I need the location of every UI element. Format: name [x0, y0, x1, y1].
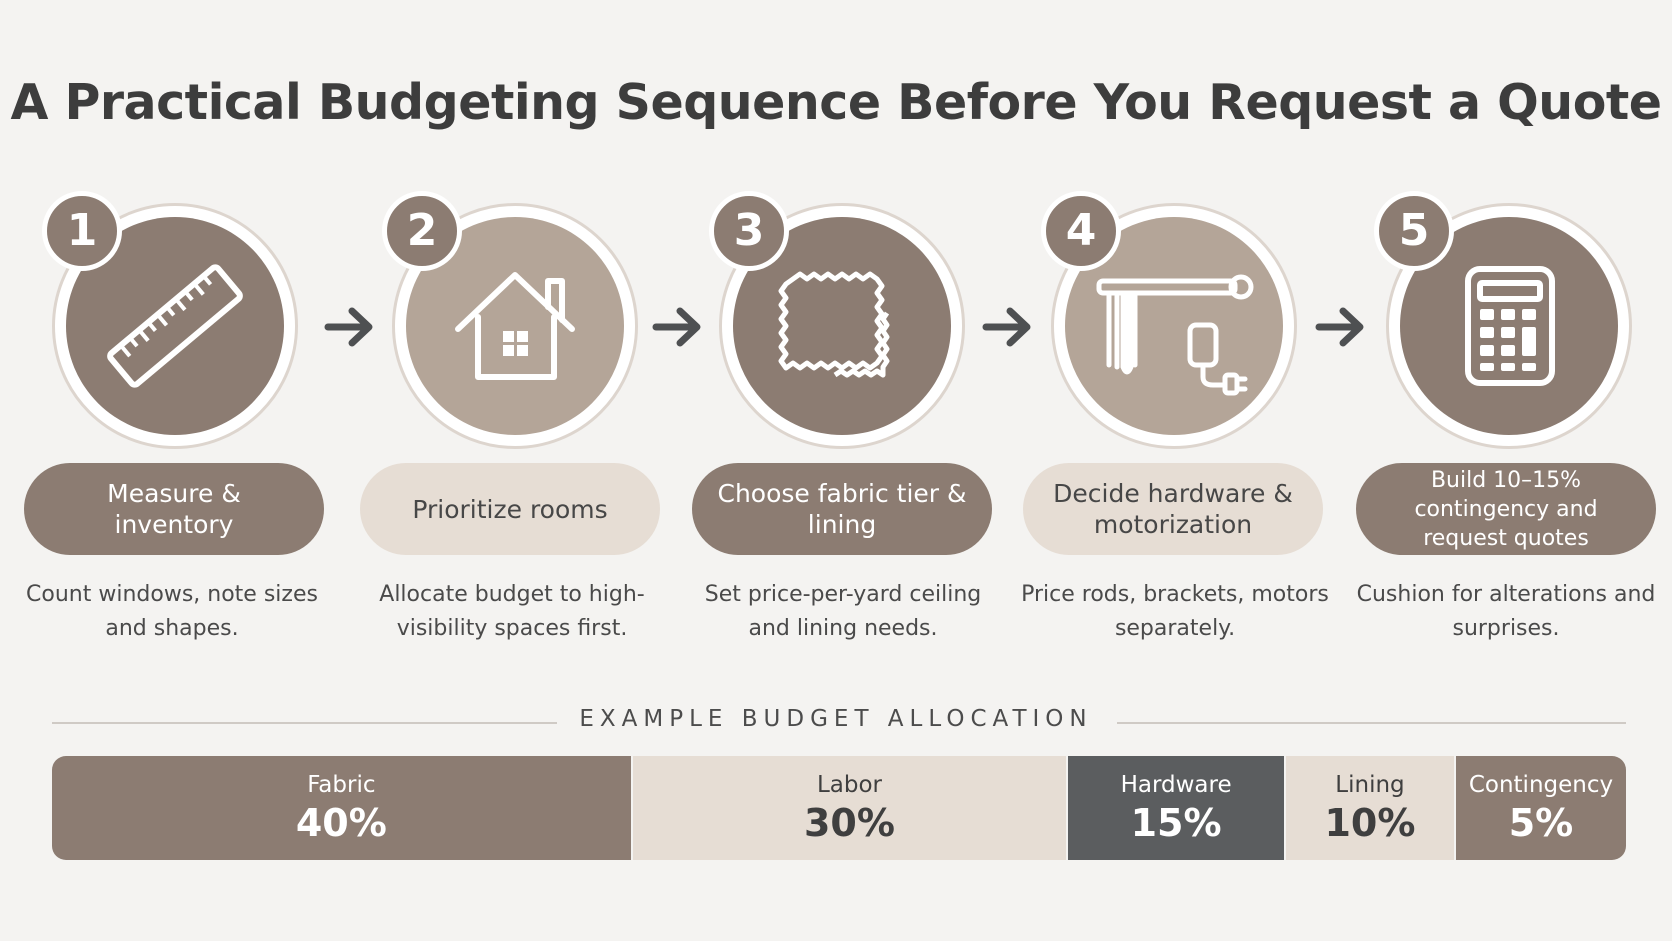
segment-label: Lining — [1335, 772, 1405, 798]
step-4-description: Price rods, brackets, motors separately. — [1021, 582, 1329, 641]
segment-label: Hardware — [1120, 772, 1232, 798]
step-2-label: Prioritize rooms — [360, 463, 660, 555]
segment-label: Contingency — [1468, 772, 1614, 798]
curtain-rod-motor-icon — [1096, 274, 1254, 396]
segment-contingency: Contingency 5% — [1455, 756, 1626, 860]
step-5-description: Cushion for alterations and surprises. — [1356, 582, 1656, 641]
step-1-label: Measure & inventory — [24, 463, 324, 555]
ruler-icon — [107, 264, 243, 388]
segment-label: Fabric — [307, 772, 376, 798]
segment-labor: Labor 30% — [632, 756, 1069, 860]
step-5-number-badge: 5 — [1374, 191, 1454, 271]
step-1-disc — [66, 217, 284, 435]
step-2-description: Allocate budget to high-visibility space… — [379, 582, 645, 641]
segment-fabric: Fabric 40% — [52, 756, 633, 860]
step-3-description: Set price-per-yard ceiling and lining ne… — [704, 582, 982, 641]
divider-right — [1117, 722, 1626, 724]
segment-value: 15% — [1130, 801, 1222, 845]
segment-value: 40% — [295, 801, 387, 845]
step-3-number-badge: 3 — [709, 191, 789, 271]
step-4: 4 Decide hardware & motorization Price r… — [1015, 0, 1335, 660]
step-1-description: Count windows, note sizes and shapes. — [26, 582, 318, 641]
segment-value: 5% — [1508, 801, 1574, 845]
step-4-circle — [1051, 203, 1297, 449]
step-4-number-badge: 4 — [1041, 191, 1121, 271]
step-5-circle — [1386, 203, 1632, 449]
step-4-label: Decide hardware & motorization — [1023, 463, 1323, 555]
segment-hardware: Hardware 15% — [1068, 756, 1286, 860]
step-2-circle — [392, 203, 638, 449]
arrow-right-icon — [324, 307, 373, 347]
step-1-number-badge: 1 — [42, 191, 122, 271]
segment-value: 10% — [1324, 801, 1416, 845]
page-title: A Practical Budgeting Sequence Before Yo… — [10, 74, 1662, 131]
allocation-heading: EXAMPLE BUDGET ALLOCATION — [579, 706, 1093, 732]
arrow-right-icon — [982, 307, 1031, 347]
arrow-right-icon — [652, 307, 701, 347]
step-5-label: Build 10–15% contingency and request quo… — [1356, 463, 1656, 555]
divider-left — [52, 722, 557, 724]
house-icon — [455, 272, 575, 380]
segment-label: Labor — [816, 772, 882, 798]
arrow-right-icon — [1315, 307, 1364, 347]
segment-value: 30% — [803, 801, 895, 845]
budget-allocation-bar: Fabric 40% Labor 30% Hardware 15% Lining… — [52, 756, 1626, 860]
fabric-swatch-icon — [778, 271, 890, 378]
step-3-label: Choose fabric tier & lining — [692, 463, 992, 555]
step-2: 2 Prioritize rooms Allocate budget to hi… — [352, 0, 672, 660]
step-1: 1 Measure & inventory Count windows, not… — [12, 0, 332, 660]
step-3: 3 Choose fabric tier & lining Set price-… — [683, 0, 1003, 660]
calculator-icon — [1465, 266, 1555, 386]
step-2-number-badge: 2 — [382, 191, 462, 271]
segment-lining: Lining 10% — [1285, 756, 1456, 860]
step-5: 5 Build 10–15% contingency and request q… — [1346, 0, 1666, 660]
